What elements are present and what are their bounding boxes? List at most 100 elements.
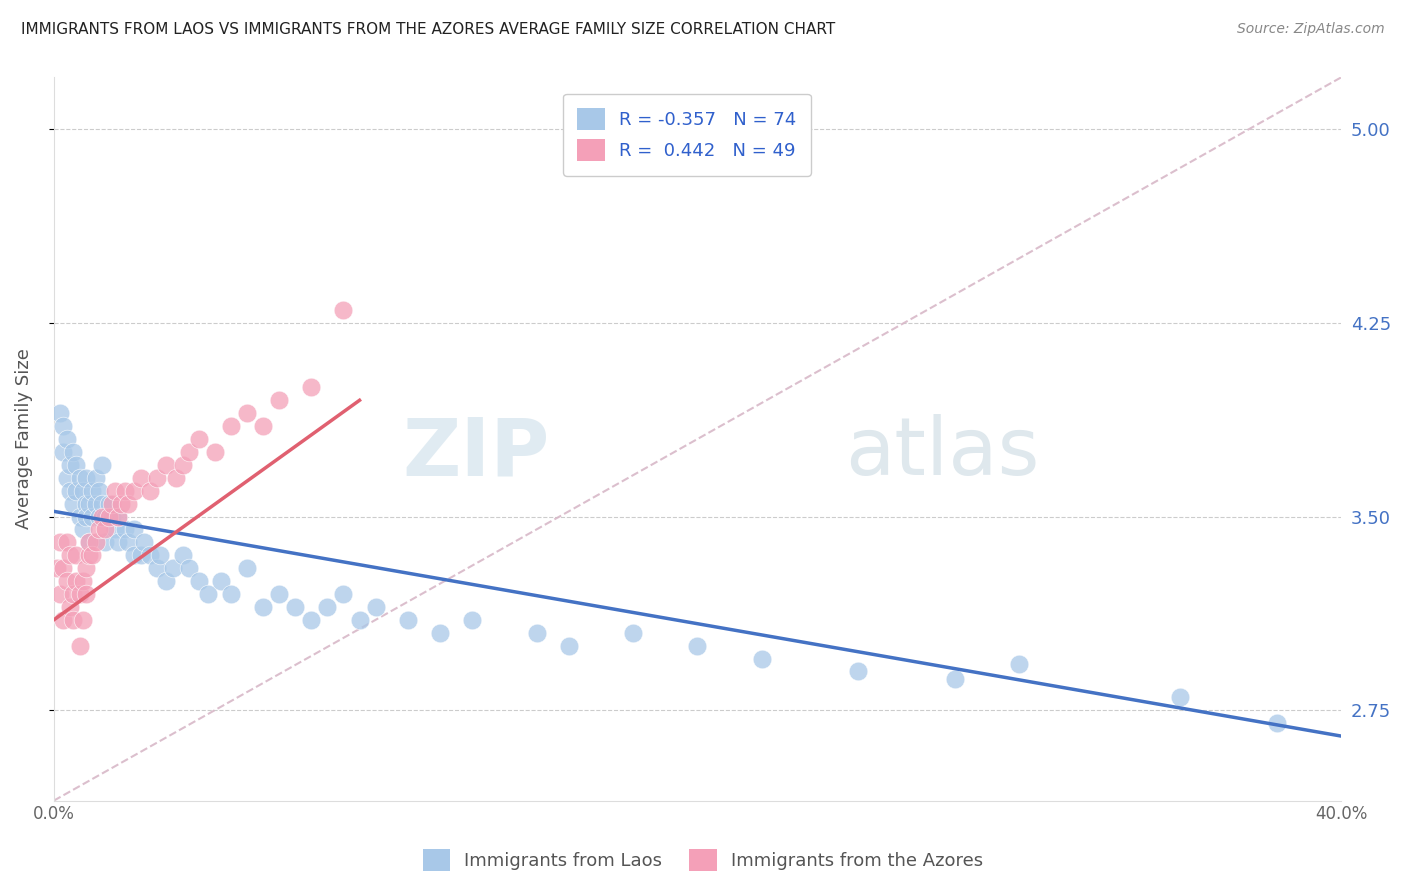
Point <box>94 535 117 549</box>
Text: IMMIGRANTS FROM LAOS VS IMMIGRANTS FROM THE AZORES AVERAGE FAMILY SIZE CORRELATI: IMMIGRANTS FROM LAOS VS IMMIGRANTS FROM … <box>21 22 835 37</box>
Point <box>69 639 91 653</box>
Point <box>219 587 242 601</box>
Y-axis label: Average Family Size: Average Family Size <box>15 349 32 530</box>
Point <box>91 458 114 472</box>
Point <box>107 509 129 524</box>
Point <box>82 509 104 524</box>
Point <box>172 548 194 562</box>
Point <box>299 380 322 394</box>
Point <box>686 639 709 653</box>
Point <box>236 406 259 420</box>
Point <box>87 509 110 524</box>
Point <box>91 509 114 524</box>
Point <box>1008 657 1031 671</box>
Point <box>1168 690 1191 705</box>
Point <box>82 483 104 498</box>
Point <box>349 613 371 627</box>
Point <box>621 625 644 640</box>
Point <box>107 535 129 549</box>
Point <box>943 672 966 686</box>
Point <box>65 574 87 588</box>
Point <box>146 471 169 485</box>
Point <box>52 613 75 627</box>
Point <box>162 561 184 575</box>
Point <box>52 419 75 434</box>
Point <box>87 483 110 498</box>
Text: Source: ZipAtlas.com: Source: ZipAtlas.com <box>1237 22 1385 37</box>
Point <box>177 561 200 575</box>
Legend: R = -0.357   N = 74, R =  0.442   N = 49: R = -0.357 N = 74, R = 0.442 N = 49 <box>562 94 811 176</box>
Point <box>84 471 107 485</box>
Point <box>62 497 84 511</box>
Point <box>77 548 100 562</box>
Point <box>846 665 869 679</box>
Point <box>97 509 120 524</box>
Point <box>65 548 87 562</box>
Point <box>252 599 274 614</box>
Point <box>364 599 387 614</box>
Point <box>316 599 339 614</box>
Point <box>62 445 84 459</box>
Point <box>177 445 200 459</box>
Point <box>62 613 84 627</box>
Point <box>165 471 187 485</box>
Point <box>59 483 82 498</box>
Point <box>429 625 451 640</box>
Point <box>72 483 94 498</box>
Point <box>49 406 72 420</box>
Point <box>97 497 120 511</box>
Point <box>59 599 82 614</box>
Point <box>269 587 291 601</box>
Point <box>72 574 94 588</box>
Point <box>332 302 354 317</box>
Point <box>91 497 114 511</box>
Point <box>75 471 97 485</box>
Point <box>94 523 117 537</box>
Point <box>117 497 139 511</box>
Point <box>49 535 72 549</box>
Point <box>1265 716 1288 731</box>
Point <box>65 483 87 498</box>
Point <box>69 471 91 485</box>
Point <box>236 561 259 575</box>
Point <box>55 535 77 549</box>
Point <box>55 574 77 588</box>
Point <box>124 523 146 537</box>
Point <box>332 587 354 601</box>
Point <box>124 548 146 562</box>
Text: atlas: atlas <box>845 415 1040 492</box>
Point <box>69 509 91 524</box>
Point <box>110 497 132 511</box>
Point <box>84 535 107 549</box>
Text: ZIP: ZIP <box>402 415 550 492</box>
Point <box>124 483 146 498</box>
Point <box>129 471 152 485</box>
Point <box>72 613 94 627</box>
Point <box>59 548 82 562</box>
Point <box>55 471 77 485</box>
Point <box>139 548 162 562</box>
Point <box>107 509 129 524</box>
Point <box>49 587 72 601</box>
Point <box>87 523 110 537</box>
Point <box>117 535 139 549</box>
Point <box>129 548 152 562</box>
Point <box>114 523 136 537</box>
Point <box>172 458 194 472</box>
Point <box>75 497 97 511</box>
Point <box>55 432 77 446</box>
Point <box>104 483 127 498</box>
Point <box>149 548 172 562</box>
Point <box>84 497 107 511</box>
Point <box>77 535 100 549</box>
Point <box>751 651 773 665</box>
Point <box>269 393 291 408</box>
Point <box>114 483 136 498</box>
Point <box>146 561 169 575</box>
Point <box>46 561 69 575</box>
Point <box>59 458 82 472</box>
Point <box>52 445 75 459</box>
Point <box>72 523 94 537</box>
Point <box>100 509 122 524</box>
Point <box>209 574 232 588</box>
